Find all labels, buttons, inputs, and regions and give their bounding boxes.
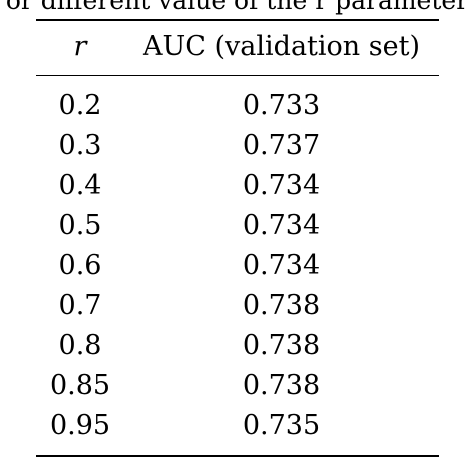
table-row: 0.4 0.734 xyxy=(36,166,439,206)
table-row: 0.7 0.738 xyxy=(36,286,439,326)
cell-auc: 0.735 xyxy=(242,410,321,441)
cell-r: 0.4 xyxy=(58,170,102,201)
column-header-auc: AUC (validation set) xyxy=(143,31,420,62)
table-row: 0.2 0.733 xyxy=(36,86,439,126)
table-caption: or different value of the r parameter xyxy=(5,0,469,15)
table-top-rule xyxy=(36,19,439,21)
cell-auc: 0.734 xyxy=(242,170,321,201)
table-row: 0.8 0.738 xyxy=(36,326,439,366)
cell-auc: 0.734 xyxy=(242,250,321,281)
cell-r: 0.6 xyxy=(58,250,102,281)
table-bottom-rule xyxy=(36,455,439,457)
cell-auc: 0.738 xyxy=(242,330,321,361)
cell-auc: 0.738 xyxy=(242,290,321,321)
table-row: 0.6 0.734 xyxy=(36,246,439,286)
table-header-rule xyxy=(36,75,439,76)
cell-auc: 0.737 xyxy=(242,130,321,161)
cell-r: 0.95 xyxy=(49,410,111,441)
cell-auc: 0.733 xyxy=(242,90,321,121)
table-row: 0.85 0.738 xyxy=(36,366,439,406)
cell-r: 0.2 xyxy=(58,90,102,121)
cell-r: 0.8 xyxy=(58,330,102,361)
table-row: 0.95 0.735 xyxy=(36,406,439,446)
table-row: 0.3 0.737 xyxy=(36,126,439,166)
cell-r: 0.5 xyxy=(58,210,102,241)
cell-r: 0.7 xyxy=(58,290,102,321)
cell-r: 0.85 xyxy=(49,370,111,401)
cell-r: 0.3 xyxy=(58,130,102,161)
cell-auc: 0.734 xyxy=(242,210,321,241)
table-row: 0.5 0.734 xyxy=(36,206,439,246)
column-header-r: r xyxy=(73,31,87,62)
cell-auc: 0.738 xyxy=(242,370,321,401)
